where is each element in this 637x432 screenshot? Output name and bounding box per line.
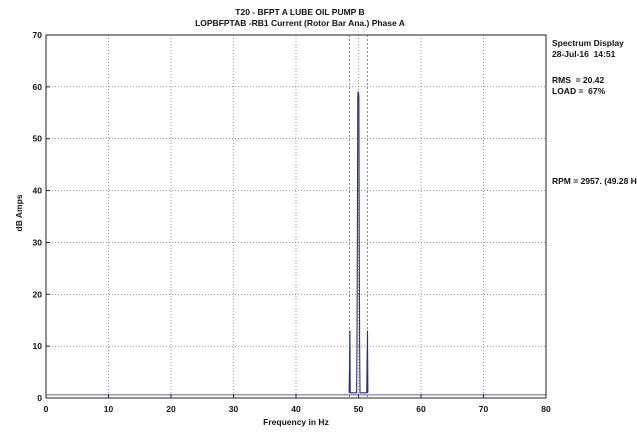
- y-tick-label: 30: [33, 237, 43, 247]
- x-tick-label: 10: [104, 404, 114, 414]
- spectrum-display-label: Spectrum Display: [552, 38, 624, 48]
- chart-subtitle: LOPBFPTAB -RB1 Current (Rotor Bar Ana.) …: [195, 18, 405, 28]
- x-tick-label: 20: [166, 404, 176, 414]
- x-axis-label: Frequency in Hz: [263, 417, 329, 427]
- y-tick-label: 0: [37, 393, 42, 403]
- rms-readout: RMS = 20.42: [552, 75, 605, 85]
- series-line: [348, 91, 369, 394]
- rpm-readout: RPM = 2957. (49.28 Hz): [552, 176, 637, 186]
- x-tick-label: 40: [291, 404, 301, 414]
- x-tick-label: 50: [354, 404, 364, 414]
- y-axis-label: dB Amps: [14, 194, 24, 232]
- y-tick-label: 60: [33, 82, 43, 92]
- x-tick-label: 30: [229, 404, 239, 414]
- x-tick-label: 0: [44, 404, 49, 414]
- timestamp-label: 28-Jul-16 14:51: [552, 49, 616, 59]
- x-tick-label: 60: [416, 404, 426, 414]
- y-tick-label: 50: [33, 134, 43, 144]
- chart-title: T20 - BFPT A LUBE OIL PUMP B: [235, 7, 365, 17]
- y-tick-label: 20: [33, 289, 43, 299]
- y-tick-label: 70: [33, 30, 43, 40]
- y-tick-label: 10: [33, 341, 43, 351]
- y-tick-label: 40: [33, 186, 43, 196]
- x-tick-label: 80: [541, 404, 551, 414]
- load-readout: LOAD = 67%: [552, 86, 606, 96]
- x-tick-label: 70: [479, 404, 489, 414]
